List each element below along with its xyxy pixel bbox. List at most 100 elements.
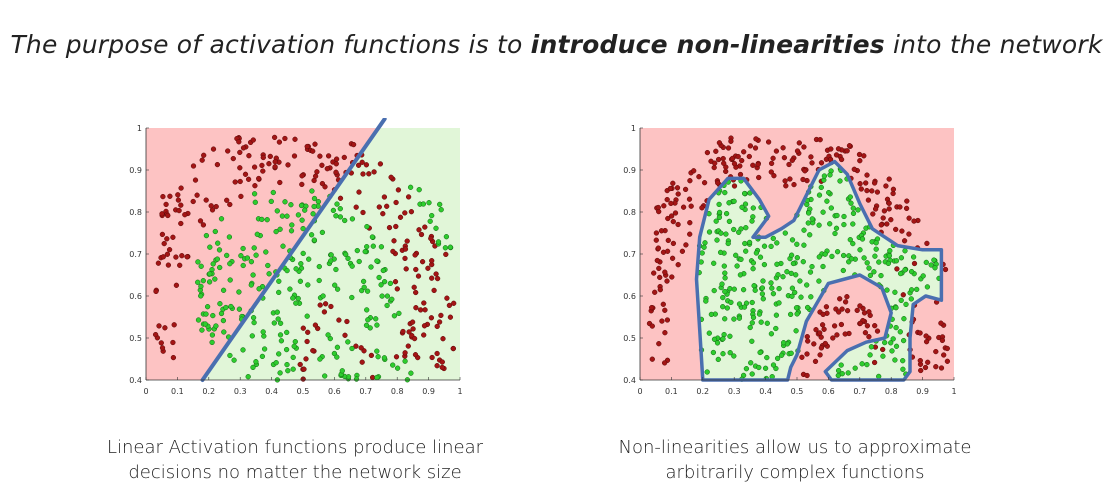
nonlinear-chart-panel: 0 0.1 0.2 0.3 0.4 0.5 0.6 0.7 0.8 0.9 1 0.4 0.5 0.6 0.…: [606, 118, 976, 412]
nonlinear-green-point: [716, 201, 722, 208]
nonlinear-red-point: [737, 171, 744, 178]
nonlinear-red-point: [906, 215, 912, 221]
nonlinear-red-point: [783, 183, 789, 189]
nonlinear-red-point: [747, 143, 754, 149]
linear-red-point: [314, 169, 320, 175]
nonlinear-green-point: [840, 267, 846, 274]
nonlinear-green-point: [704, 369, 710, 375]
nonlinear-green-point: [908, 268, 915, 275]
nonlinear-green-point: [892, 357, 898, 363]
linear-green-point: [218, 310, 225, 317]
nonlinear-green-point: [749, 371, 755, 377]
linear-green-point: [435, 239, 442, 245]
linear-green-point: [250, 364, 256, 371]
nonlinear-green-point: [787, 311, 794, 318]
linear-green-point: [263, 249, 269, 255]
linear-green-point: [209, 332, 216, 338]
linear-green-point: [270, 189, 276, 196]
linear-red-point: [260, 168, 266, 174]
linear-green-point: [429, 212, 435, 219]
linear-x-tick-label: 0.5: [297, 387, 310, 396]
nonlinear-red-point: [939, 337, 946, 344]
nonlinear-red-point: [924, 240, 930, 247]
linear-x-tick-label: 0.9: [422, 387, 435, 396]
nonlinear-green-point: [726, 200, 732, 206]
nonlinear-red-point: [866, 334, 872, 340]
linear-green-point: [198, 283, 204, 290]
linear-red-point: [304, 338, 310, 345]
linear-red-point: [434, 323, 440, 330]
nonlinear-x-tick-label: 0.9: [916, 387, 929, 396]
nonlinear-green-point: [725, 240, 731, 247]
linear-green-point: [379, 293, 385, 299]
linear-green-point: [195, 279, 201, 285]
linear-green-point: [349, 216, 356, 222]
nonlinear-green-point: [727, 333, 733, 339]
nonlinear-green-point: [768, 331, 775, 337]
linear-red-point: [388, 174, 394, 180]
nonlinear-red-point: [888, 217, 894, 223]
linear-green-point: [221, 329, 227, 335]
linear-green-point: [356, 258, 362, 265]
nonlinear-green-point: [801, 242, 807, 248]
linear-green-point: [284, 329, 290, 336]
linear-green-point: [276, 351, 282, 357]
linear-green-point: [311, 237, 318, 243]
nonlinear-green-point: [808, 294, 814, 300]
nonlinear-red-point: [660, 301, 666, 307]
linear-red-point: [395, 187, 402, 193]
linear-red-point: [299, 181, 305, 188]
nonlinear-red-point: [820, 311, 826, 318]
linear-red-point: [165, 262, 172, 268]
linear-green-point: [295, 295, 301, 302]
linear-red-point: [393, 354, 400, 360]
nonlinear-red-point: [771, 173, 777, 179]
linear-red-point: [203, 197, 209, 203]
linear-x-tick-label: 0.8: [391, 387, 404, 396]
linear-green-point: [214, 256, 221, 262]
linear-green-point: [370, 243, 376, 249]
nonlinear-green-point: [833, 225, 840, 231]
nonlinear-red-point: [893, 226, 899, 233]
linear-green-point: [325, 332, 331, 338]
linear-red-point: [413, 305, 419, 311]
linear-red-point: [301, 366, 307, 372]
linear-red-point: [439, 359, 445, 365]
nonlinear-green-point: [715, 356, 721, 363]
nonlinear-green-point: [782, 230, 788, 236]
linear-red-point: [328, 303, 334, 310]
nonlinear-green-point: [855, 207, 861, 213]
nonlinear-green-point: [788, 270, 794, 277]
nonlinear-red-point: [655, 245, 662, 251]
linear-red-point: [178, 202, 184, 208]
linear-red-point: [413, 266, 419, 273]
linear-green-point: [317, 356, 323, 362]
linear-red-point: [227, 201, 233, 208]
nonlinear-green-point: [807, 269, 814, 275]
nonlinear-green-point: [867, 352, 873, 358]
linear-red-point: [176, 207, 182, 214]
nonlinear-red-point: [665, 237, 671, 244]
linear-red-point: [402, 350, 408, 356]
linear-green-point: [295, 212, 302, 218]
linear-y-tick-label: 0.8: [129, 208, 142, 217]
linear-red-point: [272, 159, 278, 165]
nonlinear-red-point: [933, 364, 939, 370]
nonlinear-y-tick-label: 0.5: [623, 334, 636, 343]
nonlinear-green-point: [790, 260, 797, 267]
nonlinear-green-point: [847, 237, 853, 243]
nonlinear-red-point: [861, 310, 868, 316]
nonlinear-x-tick-label: 0: [637, 387, 642, 396]
nonlinear-green-point: [832, 230, 838, 237]
linear-red-point: [319, 180, 326, 187]
nonlinear-caption: Non-linearities allow us to approximate …: [590, 435, 1000, 485]
nonlinear-red-point: [656, 341, 662, 347]
nonlinear-red-point: [838, 156, 845, 163]
nonlinear-green-point: [738, 256, 744, 263]
linear-red-point: [434, 275, 441, 282]
nonlinear-green-point: [897, 329, 903, 335]
nonlinear-red-point: [652, 289, 658, 295]
nonlinear-green-point: [748, 360, 754, 366]
nonlinear-green-point: [868, 344, 875, 350]
linear-green-point: [311, 195, 318, 202]
